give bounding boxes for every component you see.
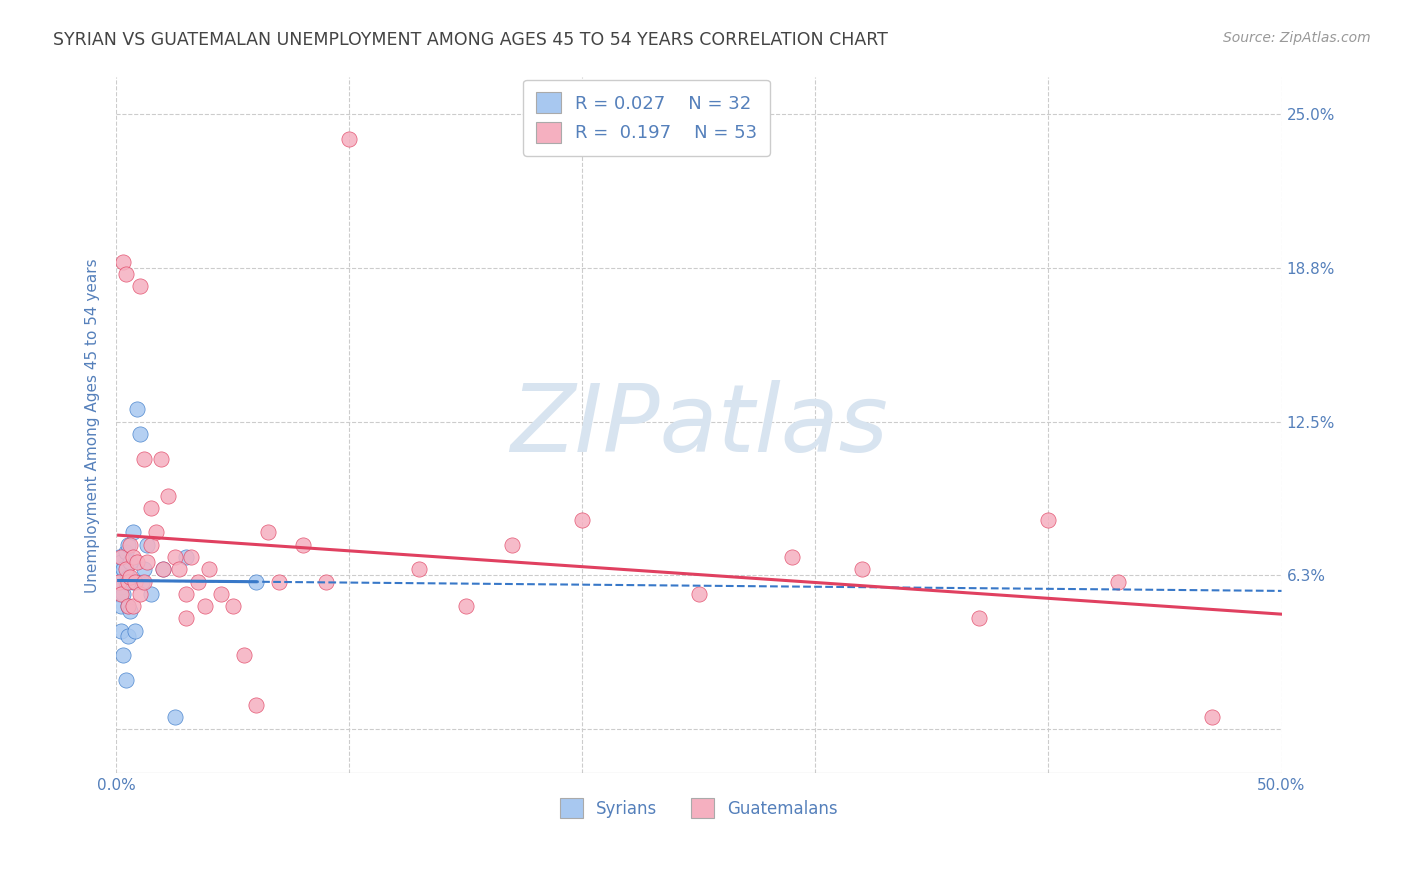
Point — [141, 538, 163, 552]
Point — [110, 624, 132, 638]
Point — [135, 555, 157, 569]
Point — [114, 562, 136, 576]
Point — [571, 513, 593, 527]
Point — [245, 574, 267, 589]
Point — [112, 255, 135, 269]
Point — [209, 587, 232, 601]
Point — [121, 574, 143, 589]
Point — [127, 402, 149, 417]
Point — [107, 587, 129, 601]
Point — [128, 279, 150, 293]
Point — [114, 545, 136, 559]
Point — [145, 525, 167, 540]
Point — [454, 599, 477, 614]
Point — [156, 489, 179, 503]
Point — [174, 549, 197, 564]
Point — [117, 574, 139, 589]
Point — [167, 562, 190, 576]
Point — [121, 525, 143, 540]
Point — [112, 562, 135, 576]
Point — [163, 710, 186, 724]
Point — [128, 587, 150, 601]
Point — [256, 525, 278, 540]
Point — [688, 587, 710, 601]
Point — [107, 574, 129, 589]
Point — [110, 549, 132, 564]
Point — [198, 562, 221, 576]
Point — [110, 580, 132, 594]
Point — [780, 549, 803, 564]
Y-axis label: Unemployment Among Ages 45 to 54 years: Unemployment Among Ages 45 to 54 years — [86, 258, 100, 593]
Point — [141, 500, 163, 515]
Point — [117, 570, 139, 584]
Point — [851, 562, 873, 576]
Point — [124, 574, 146, 589]
Point — [117, 599, 139, 614]
Point — [1201, 710, 1223, 724]
Point — [121, 549, 143, 564]
Point — [128, 427, 150, 442]
Text: ZIPatlas: ZIPatlas — [510, 380, 887, 471]
Point — [337, 132, 360, 146]
Point — [110, 587, 132, 601]
Point — [112, 587, 135, 601]
Text: SYRIAN VS GUATEMALAN UNEMPLOYMENT AMONG AGES 45 TO 54 YEARS CORRELATION CHART: SYRIAN VS GUATEMALAN UNEMPLOYMENT AMONG … — [53, 31, 889, 49]
Point — [134, 574, 156, 589]
Point — [141, 587, 163, 601]
Point — [187, 574, 209, 589]
Point — [107, 549, 129, 564]
Point — [149, 451, 172, 466]
Point — [180, 549, 202, 564]
Point — [269, 574, 291, 589]
Point — [315, 574, 337, 589]
Point — [124, 624, 146, 638]
Point — [134, 562, 156, 576]
Text: Source: ZipAtlas.com: Source: ZipAtlas.com — [1223, 31, 1371, 45]
Point — [117, 599, 139, 614]
Point — [114, 673, 136, 687]
Point — [134, 451, 156, 466]
Point — [245, 698, 267, 712]
Point — [174, 611, 197, 625]
Point — [110, 599, 132, 614]
Point — [120, 538, 142, 552]
Point — [110, 555, 132, 569]
Point — [967, 611, 990, 625]
Point — [114, 574, 136, 589]
Legend: Syrians, Guatemalans: Syrians, Guatemalans — [553, 792, 845, 824]
Point — [291, 538, 314, 552]
Point — [120, 570, 142, 584]
Point — [194, 599, 217, 614]
Point — [117, 538, 139, 552]
Point — [135, 538, 157, 552]
Point — [117, 629, 139, 643]
Point — [152, 562, 174, 576]
Point — [152, 562, 174, 576]
Point — [233, 648, 256, 663]
Point — [222, 599, 245, 614]
Point — [163, 549, 186, 564]
Point — [1038, 513, 1060, 527]
Point — [1107, 574, 1129, 589]
Point — [120, 604, 142, 618]
Point — [107, 567, 129, 582]
Point — [501, 538, 523, 552]
Point — [112, 648, 135, 663]
Point — [121, 599, 143, 614]
Point — [120, 555, 142, 569]
Point — [127, 555, 149, 569]
Point — [114, 267, 136, 281]
Point — [131, 574, 153, 589]
Point — [174, 587, 197, 601]
Point — [408, 562, 430, 576]
